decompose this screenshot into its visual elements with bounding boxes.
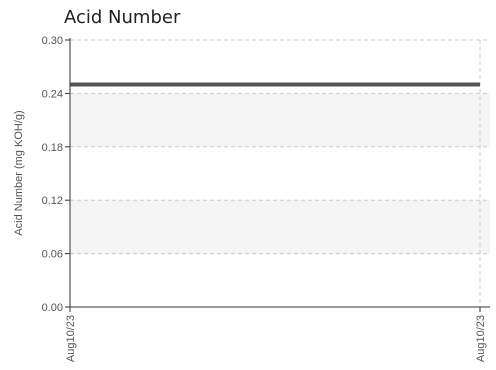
y-tick-label: 0.18: [42, 142, 63, 154]
shaded-bands: [70, 93, 490, 254]
grid-lines: [69, 39, 490, 307]
x-tick-label: Aug10/23: [475, 315, 487, 362]
y-tick-label: 0.12: [42, 195, 63, 207]
axes: [65, 38, 490, 312]
shaded-band: [70, 200, 490, 254]
x-tick-labels: Aug10/23 Aug10/23: [65, 315, 487, 362]
y-tick-label: 0.24: [42, 88, 63, 100]
y-tick-label: 0.06: [42, 249, 63, 261]
shaded-band: [70, 93, 490, 147]
chart-title: Acid Number: [64, 7, 181, 28]
y-axis-label: Acid Number (mg KOH/g): [13, 110, 25, 235]
x-tick-label: Aug10/23: [65, 315, 77, 362]
y-tick-label: 0.30: [42, 35, 63, 47]
y-tick-label: 0.00: [42, 302, 63, 314]
y-tick-labels: 0.00 0.06 0.12 0.18 0.24 0.30: [42, 35, 63, 314]
